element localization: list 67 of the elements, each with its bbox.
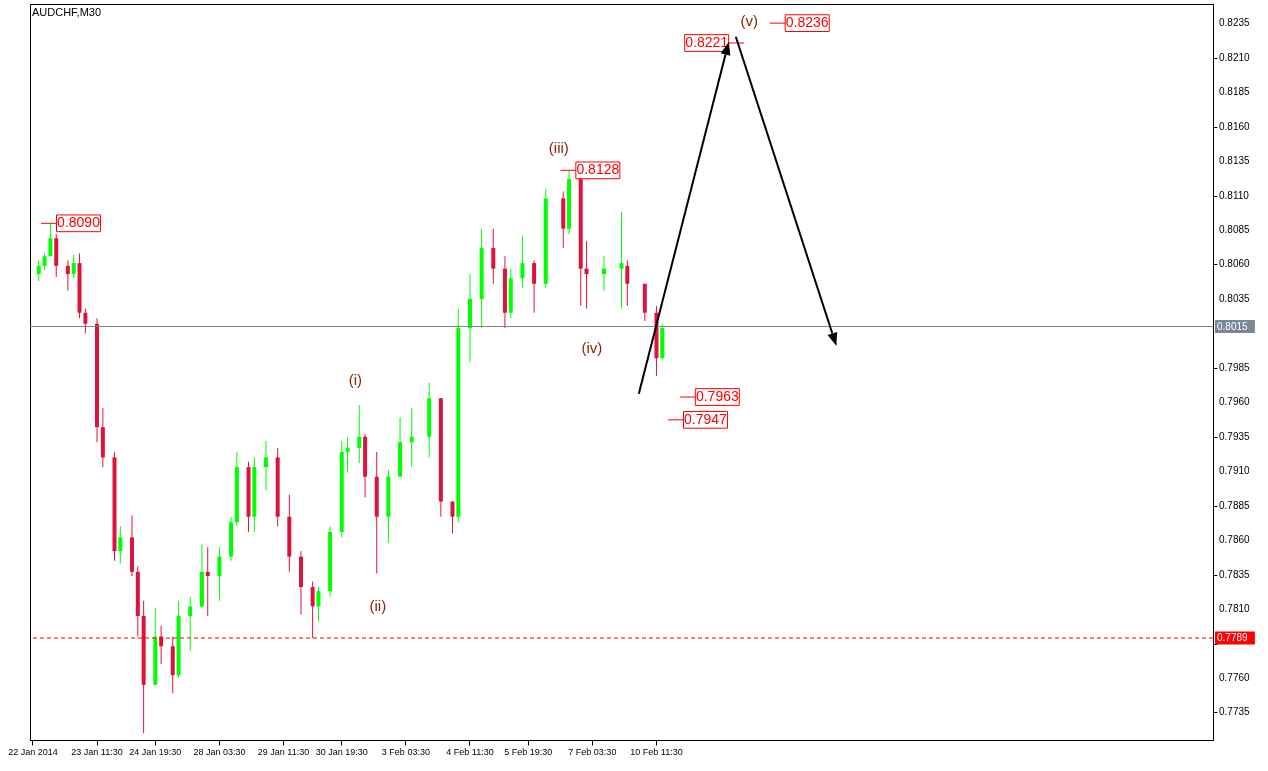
y-tick-label: 0.8185 bbox=[1219, 86, 1251, 98]
candlestick bbox=[36, 259, 41, 282]
annotation: (iii) bbox=[548, 138, 569, 156]
candlestick bbox=[188, 596, 193, 651]
y-tick-label: 0.7985 bbox=[1219, 361, 1251, 373]
y-tick-label: 0.7735 bbox=[1219, 706, 1251, 718]
y-tick-label: 0.8110 bbox=[1219, 189, 1250, 201]
y-tick-label: 0.8235 bbox=[1219, 17, 1251, 29]
chart-title: AUDCHF,M30 bbox=[32, 6, 102, 18]
y-tick-label: 0.8160 bbox=[1219, 120, 1251, 132]
annotation: (ii) bbox=[369, 597, 387, 615]
y-tick-label: 0.7935 bbox=[1219, 430, 1251, 442]
y-tick-label: 0.8035 bbox=[1219, 292, 1251, 304]
x-tick-label: 30 Jan 19:30 bbox=[315, 746, 368, 757]
candlestick bbox=[450, 501, 455, 534]
candlestick bbox=[217, 546, 222, 602]
annotation: 0.8090 bbox=[57, 214, 101, 231]
ref-line-label: 0.8015 bbox=[1217, 320, 1249, 332]
annotation: 0.7947 bbox=[684, 410, 728, 427]
y-tick-label: 0.8060 bbox=[1219, 258, 1251, 270]
annotation: 0.8221 bbox=[685, 34, 729, 51]
candlestick bbox=[205, 546, 210, 617]
annotation: 0.8128 bbox=[576, 161, 620, 178]
annotation: (v) bbox=[740, 11, 759, 29]
x-tick-label: 29 Jan 11:30 bbox=[257, 746, 310, 757]
y-tick-label: 0.7860 bbox=[1219, 534, 1251, 546]
annotation: 0.7963 bbox=[695, 388, 739, 405]
y-tick-label: 0.7810 bbox=[1219, 603, 1251, 615]
y-tick-label: 0.8210 bbox=[1219, 51, 1251, 63]
x-tick-label: 22 Jan 2014 bbox=[8, 746, 58, 757]
candlestick bbox=[602, 255, 607, 292]
candlestick bbox=[310, 581, 315, 639]
candlestick bbox=[584, 240, 589, 310]
candlestick bbox=[532, 259, 537, 314]
x-tick-label: 7 Feb 03:30 bbox=[568, 746, 617, 757]
x-tick-label: 23 Jan 11:30 bbox=[71, 746, 123, 757]
x-tick-label: 4 Feb 11:30 bbox=[446, 746, 494, 757]
candlestick bbox=[264, 440, 269, 492]
x-tick-label: 24 Jan 19:30 bbox=[129, 746, 182, 757]
candlestick bbox=[316, 586, 321, 622]
y-tick-label: 0.8085 bbox=[1219, 224, 1251, 236]
candlestick bbox=[71, 254, 76, 279]
y-tick-label: 0.7835 bbox=[1219, 568, 1251, 580]
candlestick bbox=[345, 436, 350, 474]
x-tick-label: 28 Jan 03:30 bbox=[193, 746, 246, 757]
candlestick bbox=[65, 259, 70, 292]
y-tick-label: 0.7910 bbox=[1219, 465, 1251, 477]
candlestick bbox=[409, 407, 414, 468]
x-tick-label: 5 Feb 19:30 bbox=[504, 746, 553, 757]
candlestick bbox=[520, 235, 525, 289]
candlestick bbox=[48, 222, 53, 257]
x-tick-label: 3 Feb 03:30 bbox=[381, 746, 430, 757]
y-tick-label: 0.7760 bbox=[1219, 671, 1251, 683]
annotation: 0.8236 bbox=[785, 14, 829, 31]
y-tick-label: 0.7885 bbox=[1219, 499, 1251, 511]
candlestick bbox=[118, 525, 123, 565]
candlestick bbox=[357, 404, 362, 464]
annotation: (i) bbox=[348, 371, 362, 389]
candlestick bbox=[619, 211, 624, 310]
candlestick bbox=[83, 308, 88, 334]
x-tick-label: 10 Feb 11:30 bbox=[630, 746, 683, 757]
ref-line-label: 0.7789 bbox=[1217, 632, 1249, 644]
y-tick-label: 0.8135 bbox=[1219, 155, 1251, 167]
annotation: (iv) bbox=[581, 339, 603, 357]
candlestick bbox=[625, 259, 630, 307]
candlestick bbox=[491, 228, 496, 285]
y-tick-label: 0.7960 bbox=[1219, 396, 1251, 408]
